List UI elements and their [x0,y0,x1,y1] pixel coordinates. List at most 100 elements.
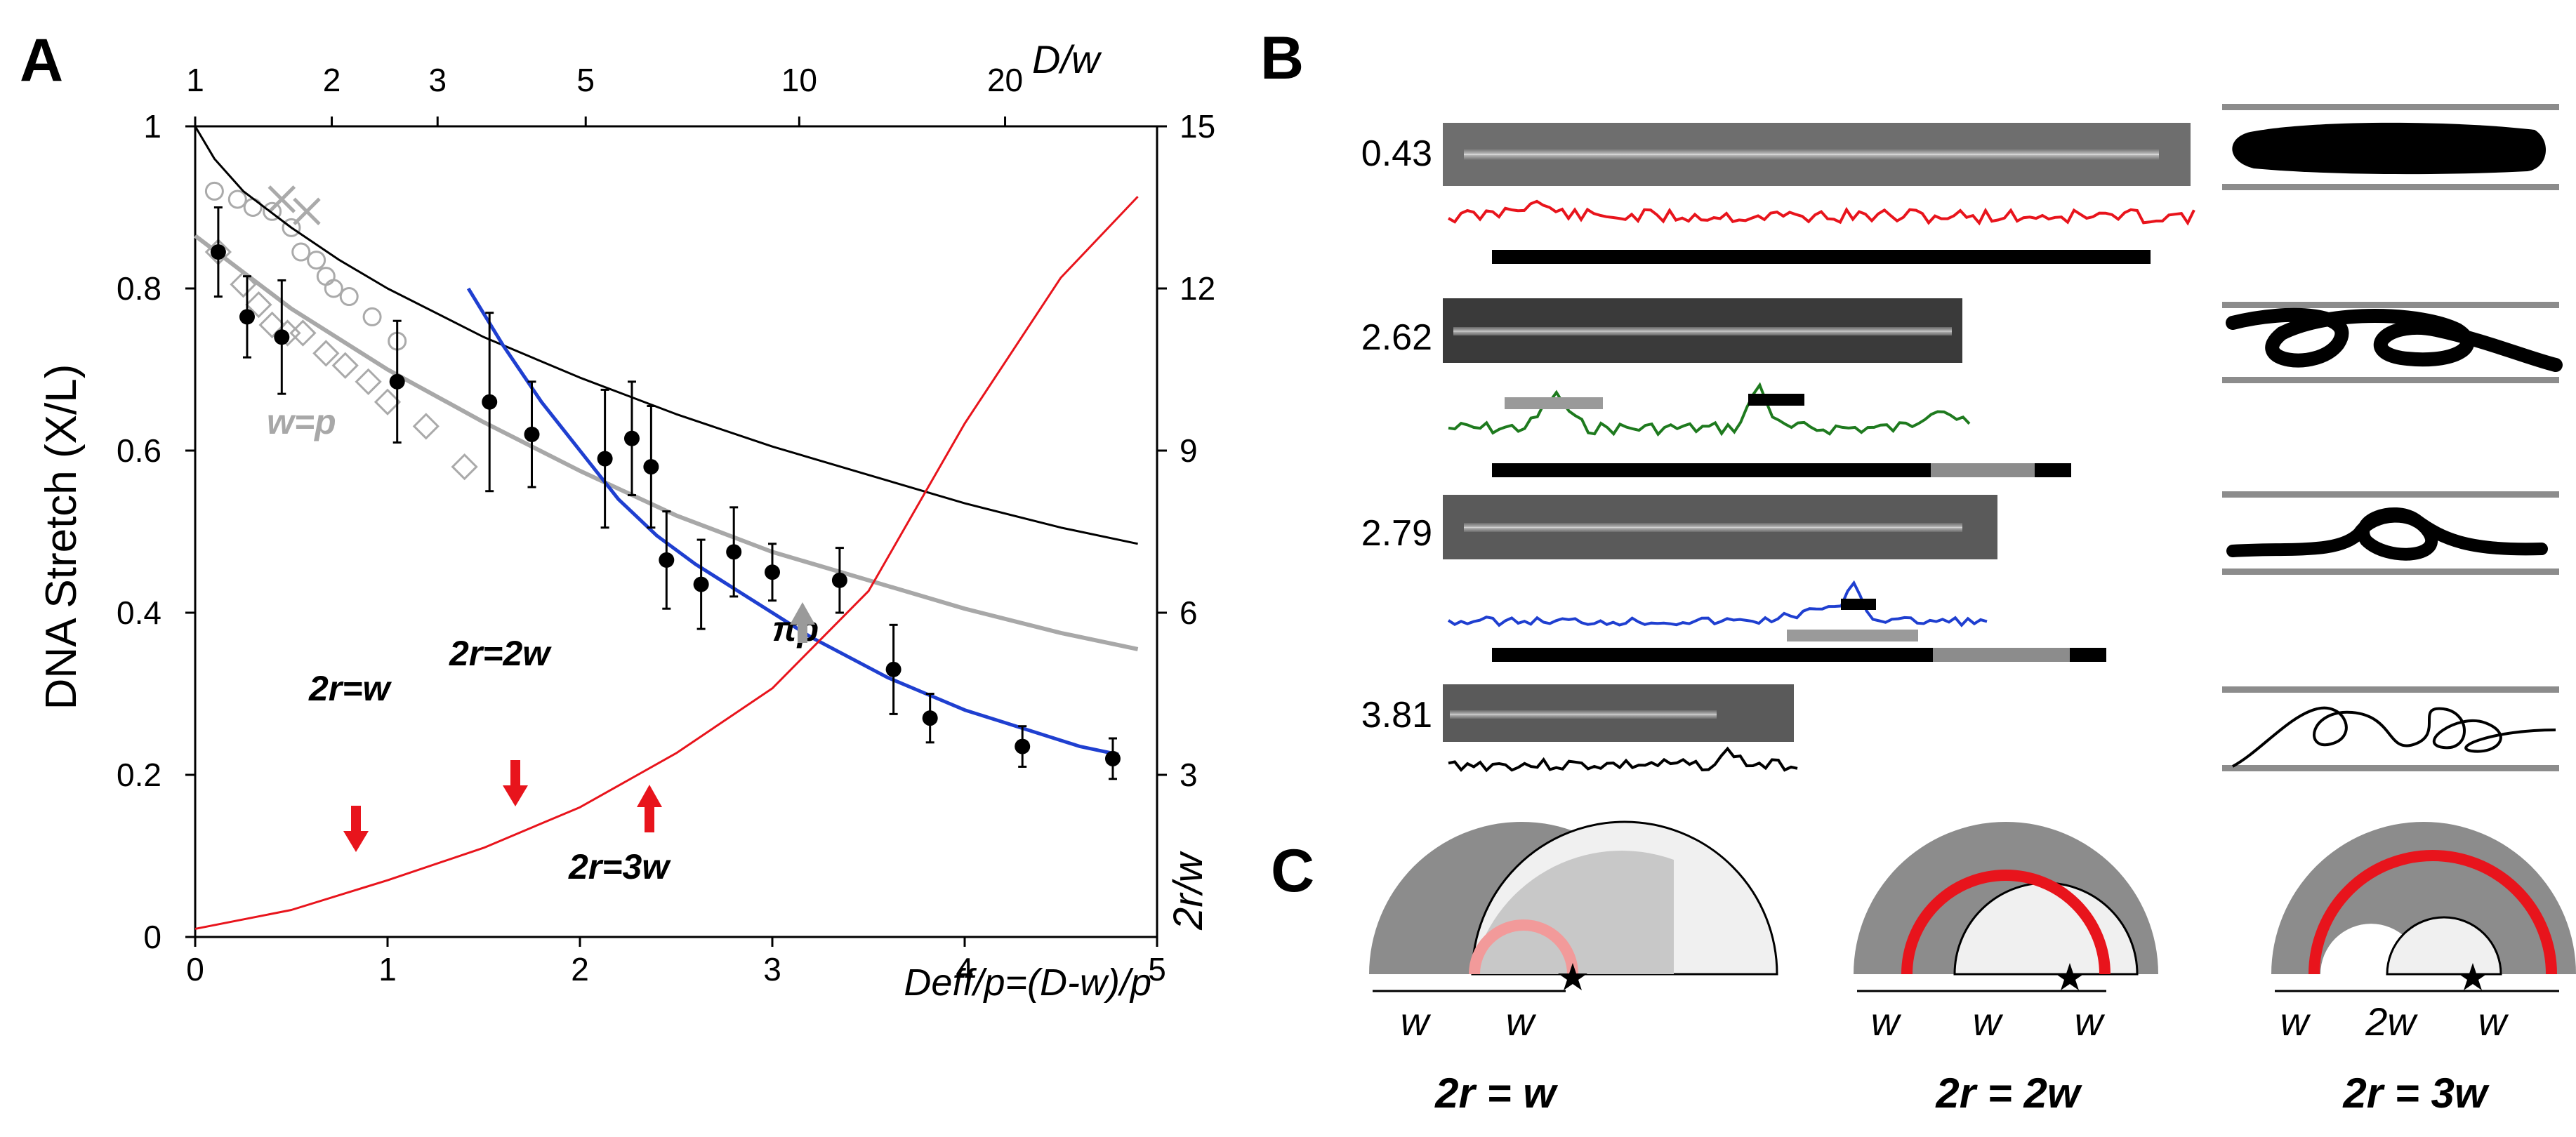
y-tick-label: 1 [143,108,161,145]
c-label: 2w [2365,999,2418,1044]
b-wall-top [2222,686,2559,693]
arrow-2r-2w [503,760,528,806]
b-knot-schematic [2226,507,2548,561]
data-point [765,564,780,580]
data-point [239,309,255,325]
b-trace-2 [1448,382,1971,437]
data-point [1104,750,1121,766]
series-line [194,196,1139,930]
x-tick-label: 1 [378,951,397,988]
b-length-bar [1492,463,1931,477]
b-grey-bar [1787,630,1918,641]
b-molecule-band [1453,327,1952,335]
top-tick-label: 10 [781,62,817,98]
c-item-3: w 2w w 2r = 3w [2271,822,2576,1117]
b-row-2: 2.62 [1361,298,2563,477]
top-tick-label: 1 [186,62,204,98]
c-label: w [2075,999,2106,1044]
data-point [482,394,498,410]
series-line [194,126,1138,545]
b-length-bar-grey [1933,648,2070,662]
b-trace-3 [1447,580,1988,627]
b-row-3: 2.79 [1361,491,2559,662]
annotation-2r-3w: 2r=3w [568,847,671,886]
x-tick-label: 4 [956,951,974,988]
b-grey-bar [1505,397,1603,409]
b-coil-schematic [2232,706,2556,768]
b-row-1: 0.43 [1361,104,2559,264]
c-overlap-zone [1472,851,1674,974]
sim-cross-point [293,197,321,226]
b-wall-bottom [2222,377,2559,383]
sim-circle-point [282,218,301,237]
sim-diamond-point [312,340,340,367]
x-tick-label: 5 [1148,951,1166,988]
c-label: w [1506,999,1537,1044]
sim-diamond-point [451,453,478,481]
top-axis-label: D/w [1032,37,1102,81]
c-item-1: w w 2r = w [1369,820,1778,1117]
b-row-value: 0.43 [1361,133,1432,174]
c-label: w [1973,999,2004,1044]
annotation-w-eq-p: w=p [267,402,336,441]
top-tick-label: 2 [323,62,341,98]
sim-diamond-point [331,352,359,379]
plot-frame [194,125,1158,938]
arrow-2r-3w [637,785,662,832]
series-layer [194,126,1139,930]
b-length-bar-end [2070,648,2106,662]
b-length-bar-grey [1931,463,2035,477]
data-point [643,459,659,475]
c-caption: 2r = w [1434,1070,1558,1117]
b-black-bar [1841,599,1876,610]
sim-diamond-point [289,319,317,347]
c-item-2: w w w 2r = 2w [1854,822,2158,1117]
sim-circle-point [324,279,343,298]
y2-tick-label: 15 [1180,108,1215,145]
b-wall-top [2222,104,2559,110]
y2-tick-label: 12 [1180,270,1215,307]
data-point [623,430,640,446]
c-red-arc [2309,850,2557,975]
sim-diamond-point [245,291,272,319]
b-length-bar-end [2035,463,2071,477]
y2-tick-label: 6 [1180,594,1198,631]
c-excluded-zone [2386,916,2502,976]
b-length-bar [1492,250,2151,264]
top-tick-label: 20 [987,62,1023,98]
b-black-bar [1748,394,1804,406]
b-wall-top [2222,302,2559,308]
top-tick-label: 5 [576,62,595,98]
star-icon [2055,963,2085,990]
data-point [922,710,938,726]
x-tick-label: 2 [571,951,589,988]
arrow-pi-p [790,602,815,643]
data-point [389,373,405,390]
sim-diamond-point [258,311,286,339]
y2-tick-label: 3 [1180,757,1198,793]
b-wall-top [2222,491,2559,498]
sim-circle-point [339,287,359,307]
x-tick-label: 3 [763,951,781,988]
arrow-2r-w [343,806,369,852]
panel-label-a: A [20,27,63,94]
c-red-arc [1469,919,1578,975]
b-wall-bottom [2222,765,2559,771]
sim-cross-point [267,185,296,213]
y-tick-label: 0.6 [117,432,161,469]
sim-diamond-point [412,413,440,440]
b-blob-schematic [2232,122,2547,175]
y2-tick-label: 9 [1180,432,1198,469]
y-tick-label: 0.4 [117,594,161,631]
annotation-2r-2w: 2r=2w [449,634,552,673]
c-label: w [2478,999,2509,1044]
sim-circle-point [243,198,263,217]
b-molecule-band [1450,710,1717,719]
b-row-value: 3.81 [1361,695,1432,736]
sim-diamond-point [355,368,382,395]
sim-circle-point [307,251,326,270]
data-point [885,661,901,677]
